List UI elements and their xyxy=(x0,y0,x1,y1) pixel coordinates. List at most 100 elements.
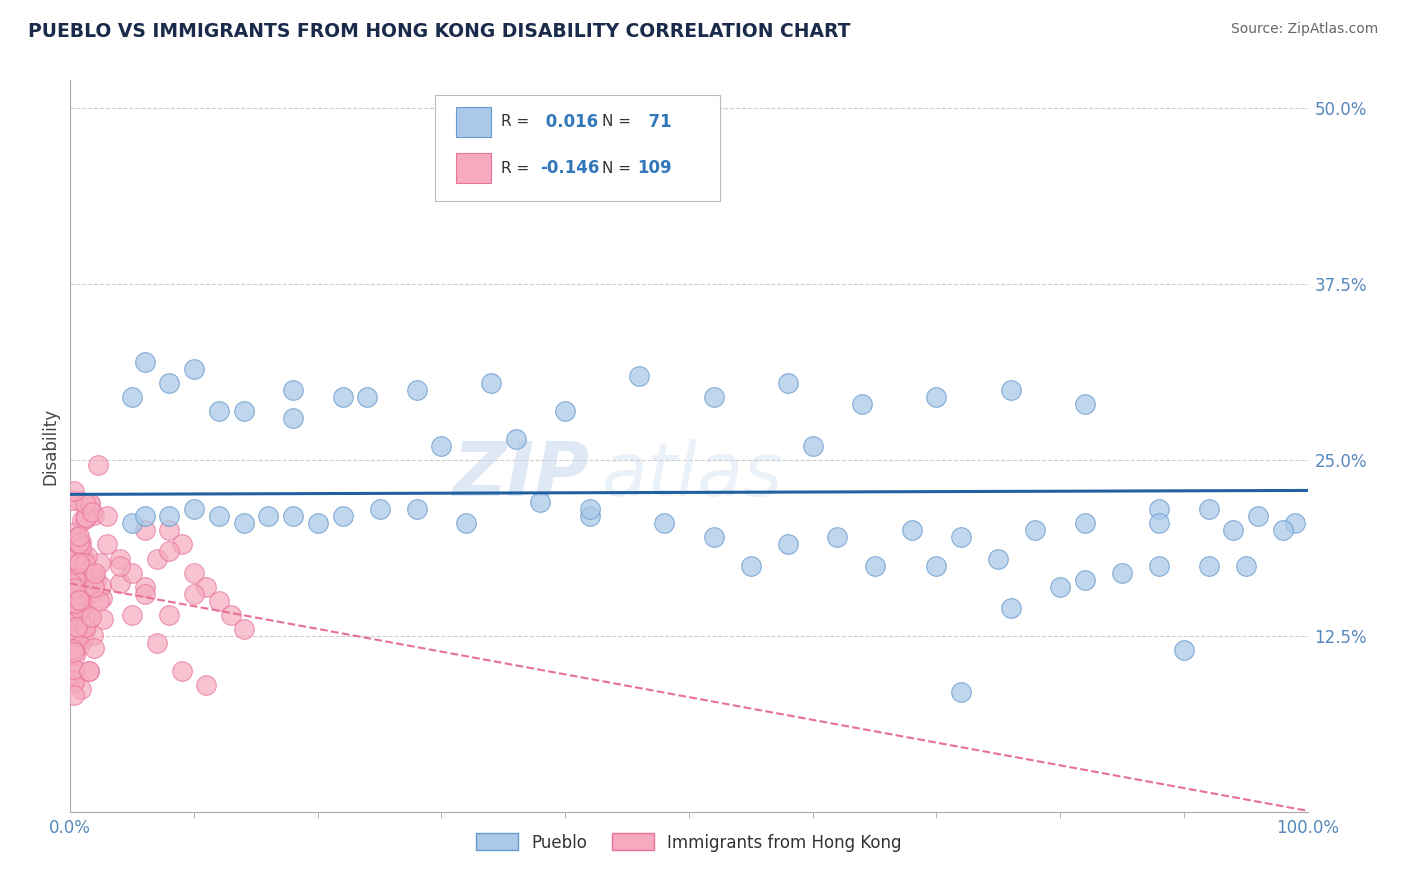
Point xyxy=(67,559,90,574)
Point xyxy=(67,536,90,550)
Point xyxy=(987,551,1010,566)
Point xyxy=(69,552,91,566)
Point xyxy=(1000,383,1022,397)
Point xyxy=(827,530,849,544)
Point xyxy=(157,509,180,524)
Point xyxy=(63,593,86,607)
Point xyxy=(703,390,725,404)
Point xyxy=(75,510,97,524)
Point xyxy=(75,621,97,635)
Point xyxy=(628,368,651,383)
Point xyxy=(121,516,143,531)
Point xyxy=(82,628,104,642)
Point xyxy=(63,597,86,611)
Point xyxy=(63,673,86,687)
Point xyxy=(405,502,427,516)
Point xyxy=(925,390,948,404)
Point xyxy=(69,612,91,626)
Point xyxy=(59,604,82,618)
FancyBboxPatch shape xyxy=(457,107,491,136)
Point xyxy=(66,530,89,544)
Point xyxy=(1147,516,1170,531)
Point xyxy=(62,598,84,612)
Point xyxy=(66,572,89,586)
Text: Source: ZipAtlas.com: Source: ZipAtlas.com xyxy=(1230,22,1378,37)
Point xyxy=(69,638,91,652)
Point xyxy=(863,558,886,573)
Y-axis label: Disability: Disability xyxy=(41,408,59,484)
Point xyxy=(84,573,107,587)
Point xyxy=(76,549,98,563)
Point xyxy=(60,575,83,590)
Point xyxy=(801,439,824,453)
Text: N =: N = xyxy=(602,161,631,176)
Point xyxy=(67,592,90,607)
Point xyxy=(73,620,96,634)
Point xyxy=(281,410,304,425)
Point xyxy=(183,587,205,601)
Point xyxy=(96,537,118,551)
Text: 109: 109 xyxy=(637,159,672,177)
Point xyxy=(66,563,89,577)
Point xyxy=(108,551,131,566)
Point xyxy=(146,551,169,566)
Point xyxy=(63,596,86,610)
Text: R =: R = xyxy=(501,114,529,129)
Point xyxy=(76,607,98,621)
Point xyxy=(232,404,254,418)
Point xyxy=(79,496,101,510)
Point xyxy=(925,558,948,573)
Text: PUEBLO VS IMMIGRANTS FROM HONG KONG DISABILITY CORRELATION CHART: PUEBLO VS IMMIGRANTS FROM HONG KONG DISA… xyxy=(28,22,851,41)
Point xyxy=(108,558,131,573)
Point xyxy=(1284,516,1306,531)
Point xyxy=(63,552,86,566)
Point xyxy=(157,607,180,622)
Point xyxy=(134,580,156,594)
Point xyxy=(1271,524,1294,538)
Point xyxy=(63,674,86,689)
Point xyxy=(1074,516,1097,531)
Point xyxy=(62,493,84,508)
Point xyxy=(529,495,551,509)
Point xyxy=(70,534,93,549)
Point xyxy=(72,628,94,642)
Point xyxy=(134,587,156,601)
Point xyxy=(90,579,112,593)
Point xyxy=(183,502,205,516)
Point xyxy=(505,432,527,446)
Point xyxy=(87,458,110,472)
Point xyxy=(776,376,799,390)
Text: 71: 71 xyxy=(637,113,672,131)
Point xyxy=(1234,558,1257,573)
Text: R =: R = xyxy=(501,161,529,176)
Point xyxy=(1000,600,1022,615)
Point xyxy=(72,632,94,647)
Point xyxy=(69,540,91,554)
Point xyxy=(232,622,254,636)
Point xyxy=(79,497,101,511)
Point xyxy=(208,404,231,418)
Point xyxy=(108,576,131,591)
Point xyxy=(82,568,104,582)
Point xyxy=(121,607,143,622)
Point xyxy=(1222,524,1244,538)
Point xyxy=(900,524,922,538)
Point xyxy=(65,630,87,644)
Point xyxy=(579,502,602,516)
Point xyxy=(1074,397,1097,411)
Text: -0.146: -0.146 xyxy=(540,159,600,177)
Point xyxy=(67,553,90,567)
Point xyxy=(134,354,156,368)
FancyBboxPatch shape xyxy=(457,153,491,183)
Point xyxy=(67,557,90,571)
Point xyxy=(356,390,378,404)
Point xyxy=(430,439,453,453)
Point xyxy=(195,678,218,692)
Point xyxy=(73,572,96,586)
Point xyxy=(77,664,100,678)
Point xyxy=(83,641,105,656)
Point xyxy=(69,681,91,696)
Point xyxy=(1147,558,1170,573)
Point xyxy=(63,645,86,659)
Point xyxy=(332,390,354,404)
